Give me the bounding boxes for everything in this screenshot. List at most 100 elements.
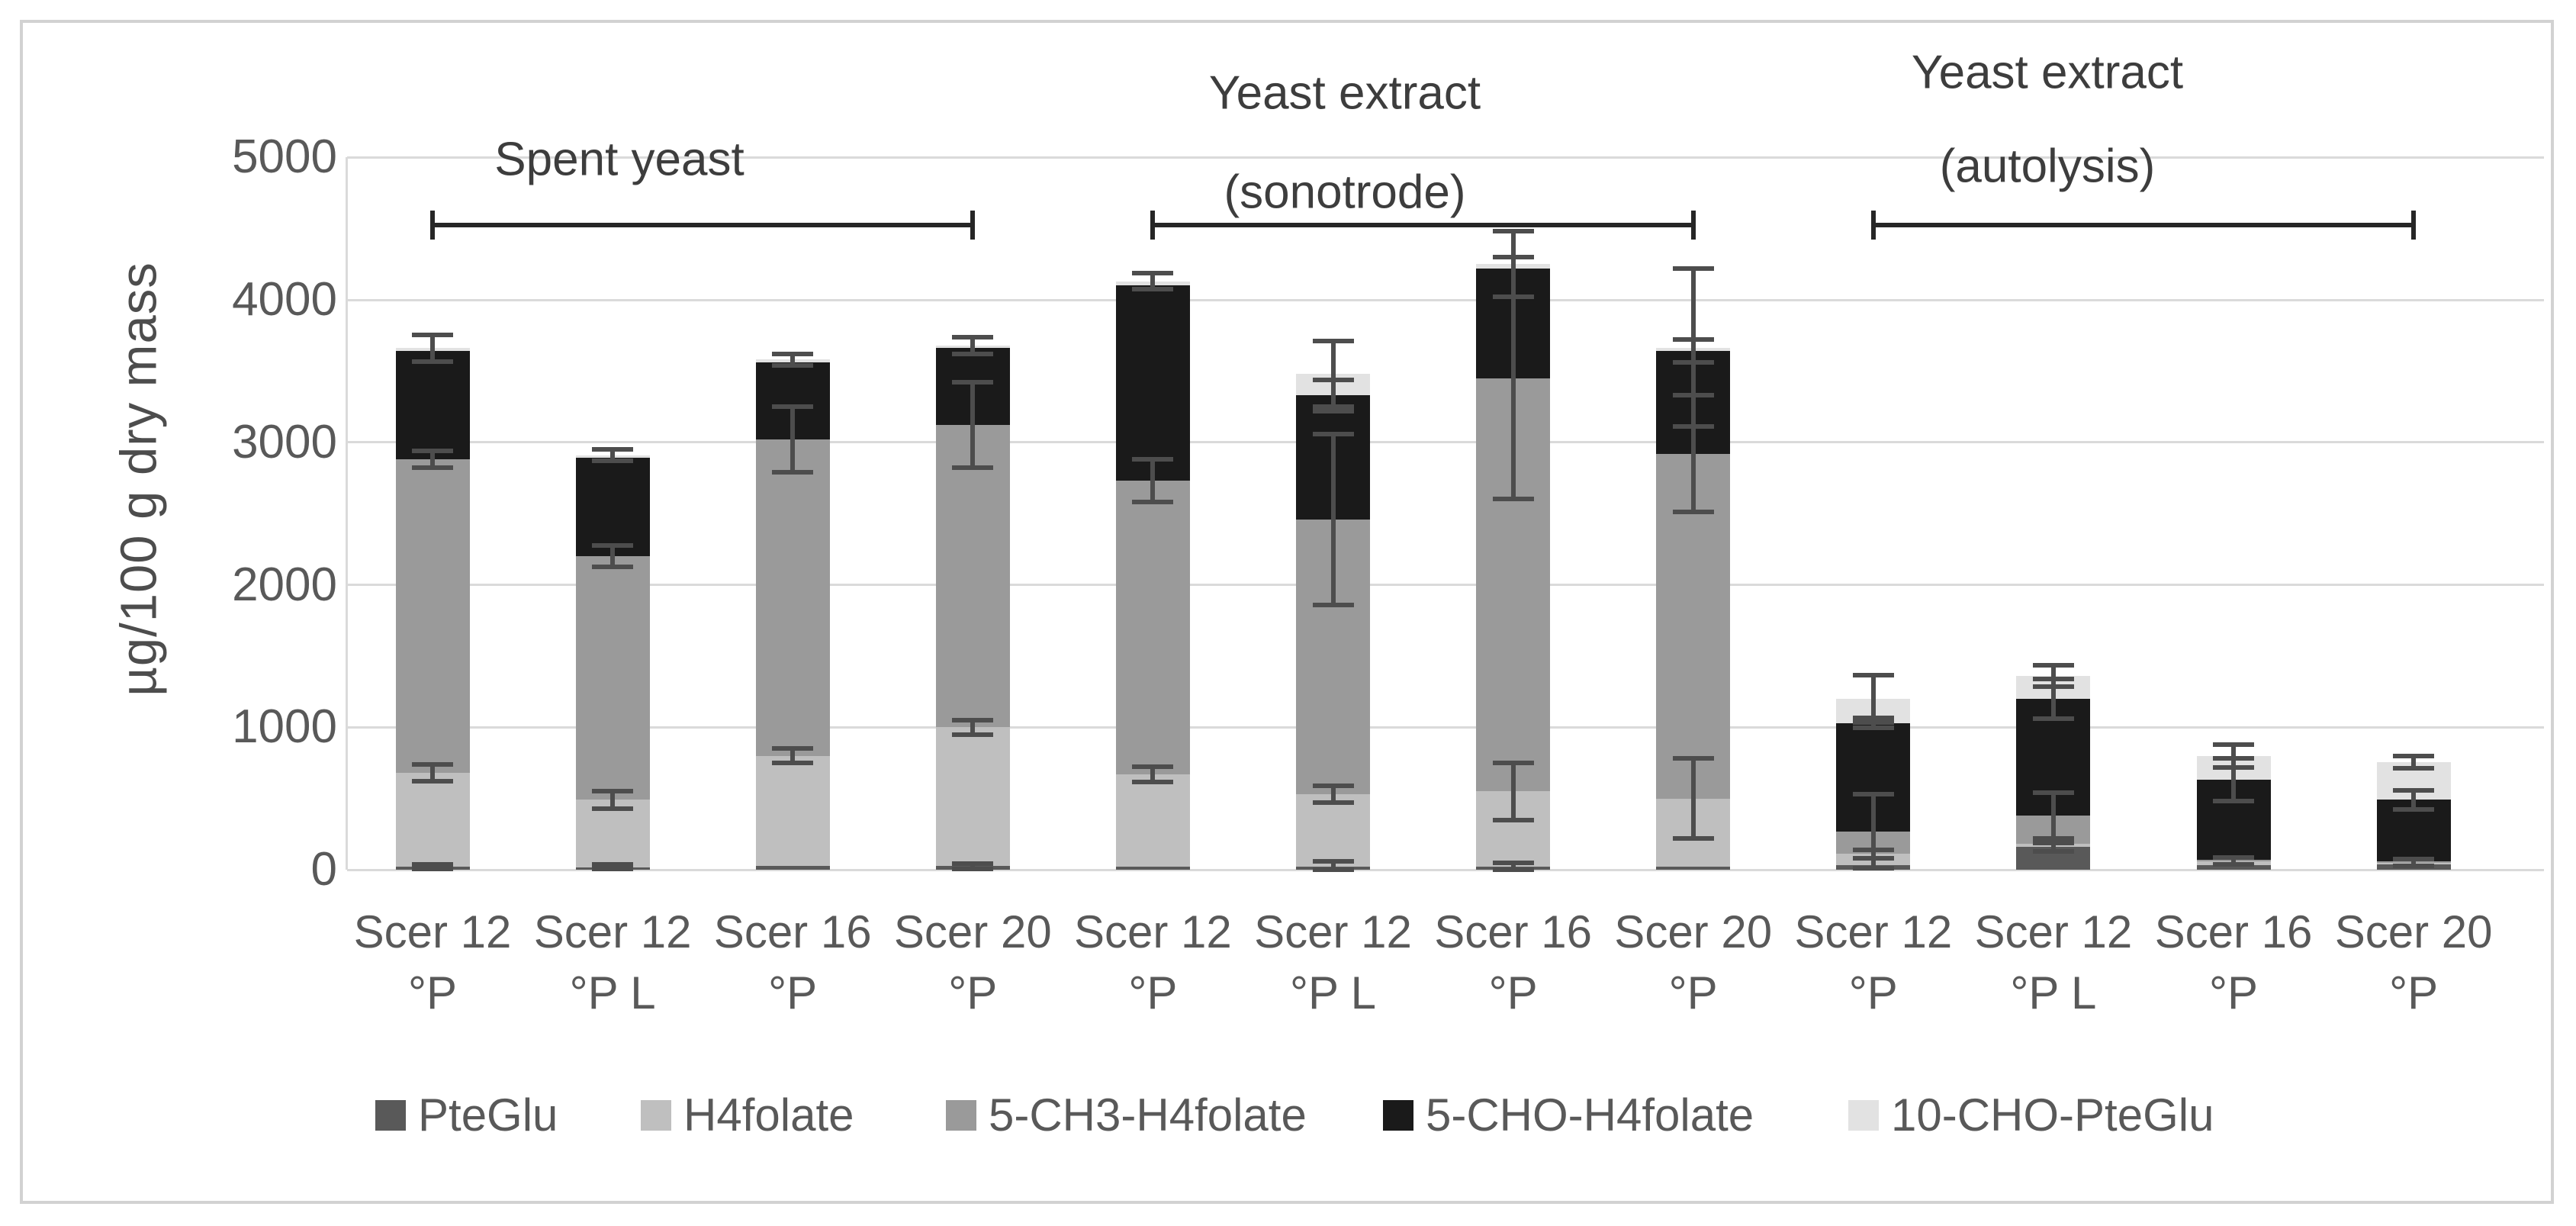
bar-segment-H4folate xyxy=(575,800,650,868)
error-bar-cap xyxy=(772,404,814,410)
legend-item-5-CHO-H4folate: 5-CHO-H4folate xyxy=(1383,1089,1754,1141)
error-bar-cap xyxy=(592,543,634,549)
error-bar-cap xyxy=(1852,792,1894,797)
error-bar-cap xyxy=(412,448,453,453)
bar-segment-PteGlu xyxy=(1656,867,1731,870)
error-bar-cap xyxy=(592,806,634,811)
error-bar xyxy=(1330,433,1336,605)
error-bar-cap xyxy=(592,459,634,464)
legend-item-10-CHO-PteGlu: 10-CHO-PteGlu xyxy=(1848,1089,2214,1141)
error-bar-cap xyxy=(2393,806,2435,812)
error-bar-cap xyxy=(592,565,634,570)
error-bar xyxy=(2231,744,2236,767)
error-bar-cap xyxy=(1312,867,1354,872)
error-bar xyxy=(1330,861,1336,870)
error-bar-cap xyxy=(2213,799,2254,804)
error-bar xyxy=(1690,268,1696,427)
x-tick-label-line2: °P L xyxy=(2010,967,2097,1018)
error-bar xyxy=(1690,758,1696,838)
error-bar-cap xyxy=(1132,286,1174,291)
error-bar xyxy=(2411,858,2417,867)
error-bar-cap xyxy=(1312,800,1354,806)
legend-item-H4folate: H4folate xyxy=(641,1089,854,1141)
group-bracket-tick xyxy=(430,211,435,240)
bar-segment-PteGlu xyxy=(755,866,830,870)
gridline-4000 xyxy=(347,298,2544,301)
x-tick-label-line1: Scer 16 xyxy=(713,906,872,957)
y-tick-label-1000: 1000 xyxy=(232,700,337,754)
error-bar xyxy=(430,764,435,782)
bar-segment-5-CH3-H4folate xyxy=(935,425,1010,728)
error-bar-cap xyxy=(2213,862,2254,867)
error-bar xyxy=(970,863,976,870)
error-bar xyxy=(1150,459,1156,503)
legend-label-5-CHO-H4folate: 5-CHO-H4folate xyxy=(1426,1089,1754,1141)
error-bar-cap xyxy=(2213,855,2254,861)
error-bar xyxy=(2050,793,2056,838)
error-bar xyxy=(1150,273,1156,289)
error-bar-cap xyxy=(412,359,453,365)
error-bar xyxy=(970,336,976,354)
x-tick-label-line1: Scer 20 xyxy=(1614,906,1773,957)
x-tick-label-line2: °P xyxy=(948,967,998,1018)
error-bar xyxy=(2231,858,2236,865)
legend-swatch-H4folate xyxy=(641,1100,671,1131)
error-bar xyxy=(970,382,976,468)
error-bar xyxy=(610,791,616,809)
error-bar xyxy=(2231,758,2236,802)
error-bar xyxy=(970,719,976,735)
bar-segment-5-CH3-H4folate xyxy=(755,439,830,756)
y-axis-line xyxy=(346,157,348,870)
legend-label-10-CHO-PteGlu: 10-CHO-PteGlu xyxy=(1891,1089,2214,1141)
error-bar-cap xyxy=(1672,756,1714,761)
error-bar-cap xyxy=(592,867,634,872)
bar-segment-H4folate xyxy=(1115,774,1190,867)
x-tick-label-line1: Scer 20 xyxy=(893,906,1052,957)
x-tick-label-line1: Scer 12 xyxy=(1974,906,2133,957)
legend-label-H4folate: H4folate xyxy=(683,1089,854,1141)
error-bar-cap xyxy=(2032,790,2074,796)
bar-segment-5-CH3-H4folate xyxy=(575,556,650,800)
x-tick-label-line1: Scer 12 xyxy=(353,906,512,957)
bar-segment-5-CHO-H4folate xyxy=(395,351,470,460)
gridline-5000 xyxy=(347,156,2544,159)
error-bar-cap xyxy=(412,465,453,471)
error-bar-cap xyxy=(952,334,994,339)
error-bar-cap xyxy=(1492,817,1534,822)
error-bar-cap xyxy=(412,779,453,784)
error-bar-cap xyxy=(1852,726,1894,731)
group-title: (autolysis) xyxy=(1939,140,2156,193)
x-tick-label-line2: °P xyxy=(1488,967,1538,1018)
bar-segment-PteGlu xyxy=(2196,865,2271,870)
error-bar-cap xyxy=(1672,510,1714,515)
x-tick-label-line1: Scer 20 xyxy=(2334,906,2493,957)
error-bar-cap xyxy=(952,351,994,356)
group-title: Yeast extract xyxy=(1208,66,1481,120)
bar-segment-5-CH3-H4folate xyxy=(395,459,470,773)
error-bar-cap xyxy=(2032,835,2074,841)
error-bar-cap xyxy=(1852,866,1894,871)
error-bar-cap xyxy=(772,760,814,765)
error-bar-cap xyxy=(2032,684,2074,690)
error-bar-cap xyxy=(2032,848,2074,854)
error-bar-cap xyxy=(412,761,453,767)
group-bracket-tick xyxy=(2411,211,2417,240)
error-bar-cap xyxy=(1492,294,1534,300)
error-bar-cap xyxy=(1492,860,1534,865)
x-tick-label-line2: °P xyxy=(768,967,818,1018)
error-bar xyxy=(1690,395,1696,513)
gridline-0 xyxy=(347,868,2544,871)
error-bar xyxy=(610,449,616,462)
error-bar-cap xyxy=(2393,856,2435,861)
error-bar-cap xyxy=(592,447,634,452)
error-bar-cap xyxy=(412,867,453,872)
error-bar-cap xyxy=(2032,840,2074,845)
group-bracket xyxy=(433,223,973,227)
error-bar-cap xyxy=(1312,404,1354,410)
error-bar-cap xyxy=(1132,271,1174,276)
x-tick-label-line2: °P xyxy=(407,967,458,1018)
error-bar-cap xyxy=(1312,431,1354,436)
x-tick-label-line2: °P xyxy=(1668,967,1718,1018)
bar-segment-H4folate xyxy=(935,727,1010,867)
error-bar xyxy=(430,450,435,468)
